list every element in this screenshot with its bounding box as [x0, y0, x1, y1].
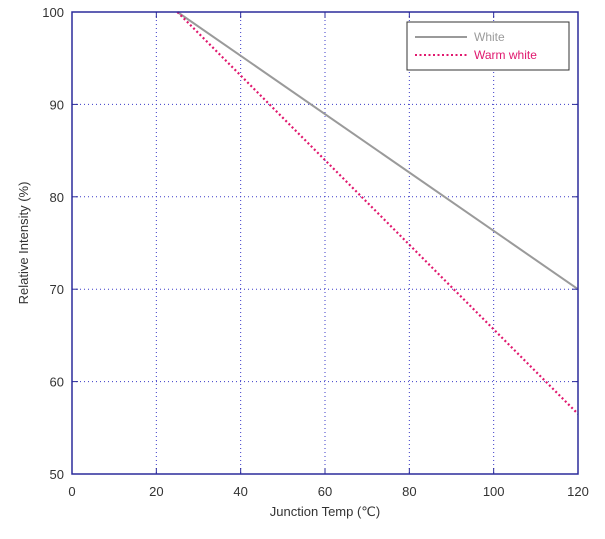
legend-label-warm-white: Warm white: [474, 48, 537, 62]
legend: White Warm white: [406, 21, 570, 71]
series-line-white: [176, 11, 579, 291]
y-tick-label: 100: [42, 5, 64, 20]
y-axis-label: Relative Intensity (%): [16, 182, 31, 305]
x-axis-label: Junction Temp (℃): [270, 504, 380, 519]
y-tick-label: 70: [50, 282, 64, 297]
x-tick-label: 40: [233, 484, 247, 499]
axis-ticks: [71, 11, 579, 475]
x-tick-label: 60: [318, 484, 332, 499]
x-tick-label: 20: [149, 484, 163, 499]
x-tick-label: 0: [68, 484, 75, 499]
tick-labels: 0 20 40 60 80 100 120 50 60 70 80 90 100: [42, 5, 589, 499]
series-line-warm-white: [176, 11, 579, 415]
y-tick-label: 50: [50, 467, 64, 482]
legend-label-white: White: [474, 30, 505, 44]
x-tick-label: 120: [567, 484, 589, 499]
x-tick-label: 80: [402, 484, 416, 499]
legend-box: [406, 21, 570, 71]
series-lines: [176, 11, 579, 415]
grid-lines: [72, 12, 578, 474]
x-tick-label: 100: [483, 484, 505, 499]
y-tick-label: 60: [50, 375, 64, 390]
y-tick-label: 80: [50, 190, 64, 205]
y-tick-label: 90: [50, 97, 64, 112]
